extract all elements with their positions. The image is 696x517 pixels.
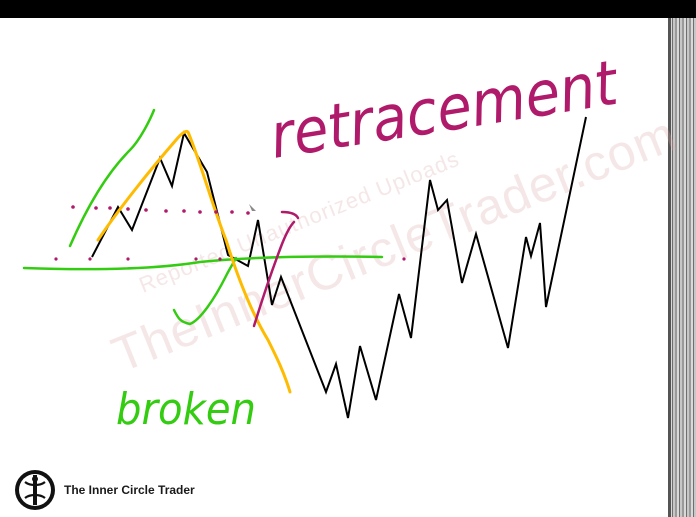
green-broken-mark <box>172 256 238 326</box>
orange-curve <box>96 129 292 394</box>
side-strip-edge <box>668 18 671 517</box>
magenta-dotted-line <box>71 205 250 215</box>
slide-canvas <box>0 18 668 517</box>
green-support-line <box>22 255 384 271</box>
retracement-label: retracement <box>265 46 625 173</box>
green-uptrend-stroke <box>68 108 156 248</box>
broken-label: broken <box>116 384 256 435</box>
brand-logo: The Inner Circle Trader <box>14 468 195 512</box>
side-scroll-strip <box>668 18 696 517</box>
magenta-retrace-arrow <box>252 210 300 328</box>
brand-name: The Inner Circle Trader <box>64 483 195 497</box>
ict-emblem-icon <box>15 470 55 510</box>
green-line-dots <box>54 257 406 261</box>
cursor-marker <box>249 204 256 211</box>
